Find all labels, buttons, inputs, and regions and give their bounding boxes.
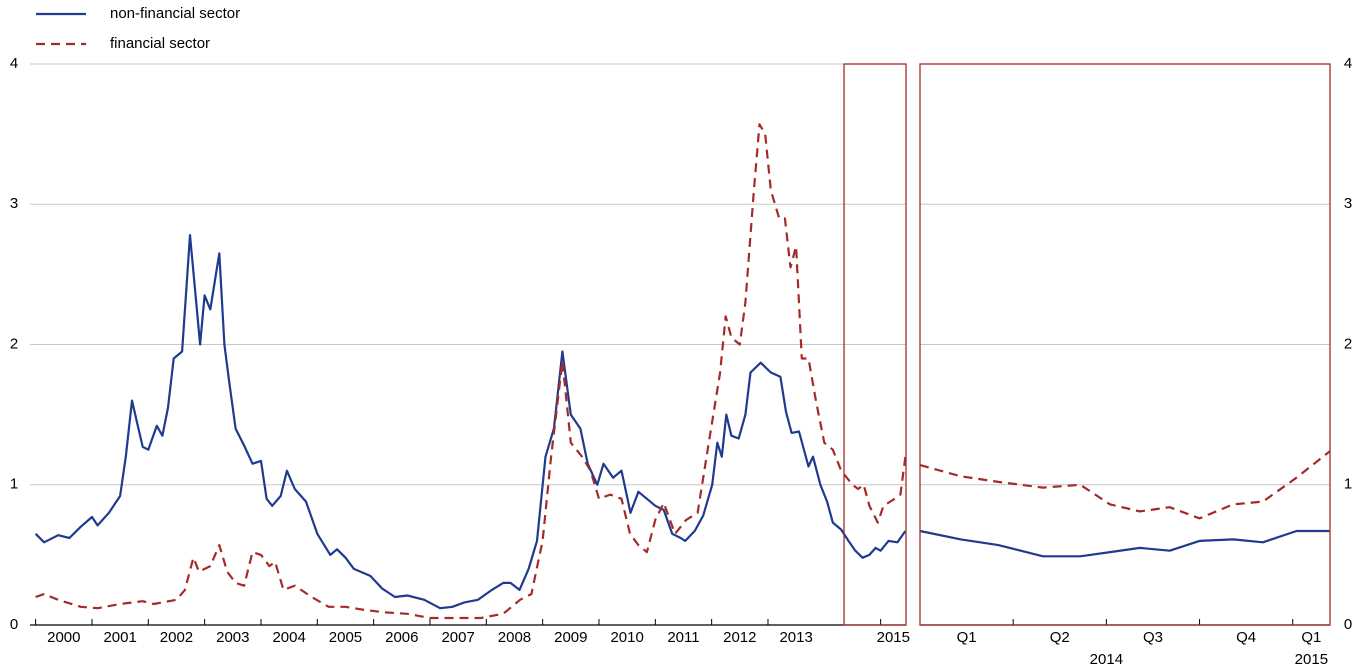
y-tick-label: 4	[10, 55, 18, 72]
legend-label: financial sector	[110, 35, 210, 52]
x-tick-label: 2012	[723, 629, 756, 646]
highlight-box	[843, 63, 907, 626]
x-tick-label: Q2	[1050, 629, 1070, 646]
x-tick-label: 2009	[554, 629, 587, 646]
y-tick-label: 0	[1344, 616, 1352, 633]
y-tick-label: 4	[1344, 55, 1352, 72]
x-tick-label: Q4	[1236, 629, 1256, 646]
y-tick-label: 1	[1344, 476, 1352, 493]
x-tick-label: Q1	[1301, 629, 1321, 646]
x-tick-label: 2002	[160, 629, 193, 646]
y-tick-label: 3	[10, 195, 18, 212]
x-tick-label: 2003	[216, 629, 249, 646]
year-label: 2015	[1295, 651, 1328, 668]
x-tick-label: 2013	[779, 629, 812, 646]
x-tick-label: 2008	[498, 629, 531, 646]
legend-label: non-financial sector	[110, 5, 240, 22]
year-label: 2014	[1090, 651, 1123, 668]
x-tick-label: 2005	[329, 629, 362, 646]
x-tick-label: 2015	[877, 629, 910, 646]
x-tick-label: 2007	[441, 629, 474, 646]
x-tick-label: Q1	[957, 629, 977, 646]
y-tick-label: 0	[10, 616, 18, 633]
y-tick-label: 3	[1344, 195, 1352, 212]
x-tick-label: 2006	[385, 629, 418, 646]
x-tick-label: 2010	[610, 629, 643, 646]
x-tick-label: Q3	[1143, 629, 1163, 646]
x-tick-label: 2000	[47, 629, 80, 646]
series-line	[919, 450, 1331, 520]
series-line	[919, 529, 1330, 558]
series-line	[35, 123, 907, 620]
series-line	[34, 234, 907, 610]
panel-frame	[919, 63, 1331, 626]
y-tick-label: 1	[10, 476, 18, 493]
x-tick-label: 2011	[667, 629, 699, 646]
x-tick-label: 2004	[272, 629, 305, 646]
y-tick-label: 2	[1344, 335, 1352, 352]
y-tick-label: 2	[10, 335, 18, 352]
x-tick-label: 2001	[103, 629, 136, 646]
